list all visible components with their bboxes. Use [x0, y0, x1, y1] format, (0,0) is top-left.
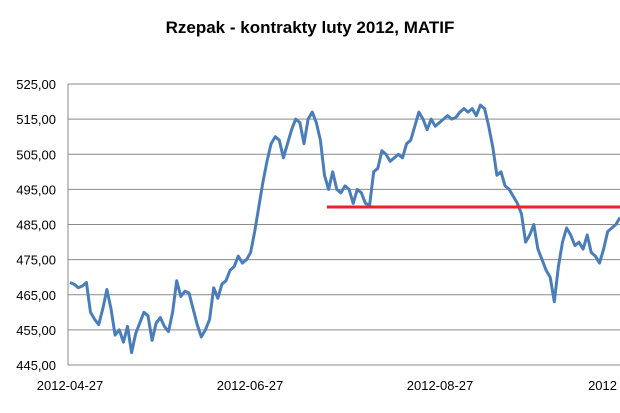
y-tick-label: 465,00	[16, 288, 56, 303]
y-tick-label: 455,00	[16, 323, 56, 338]
x-axis: 2012-04-27 2012-06-27 2012-08-27 2012	[37, 378, 617, 393]
x-tick-label: 2012-06-27	[217, 378, 284, 393]
y-axis: 525,00 515,00 505,00 495,00 485,00 475,00 465,…	[16, 77, 56, 373]
y-tick-label: 495,00	[16, 182, 56, 197]
y-tick-label: 475,00	[16, 253, 56, 268]
chart-title: Rzepak - kontrakty luty 2012, MATIF	[165, 18, 455, 37]
series-layer	[69, 103, 620, 355]
x-tick-label: 2012-08-27	[407, 378, 474, 393]
x-tick-label: 2012-04-27	[37, 378, 104, 393]
y-tick-label: 515,00	[16, 112, 56, 127]
y-tick-label: 525,00	[16, 77, 56, 92]
series-line	[69, 103, 620, 355]
y-tick-label: 485,00	[16, 218, 56, 233]
gridlines	[67, 83, 620, 366]
y-tick-label: 505,00	[16, 147, 56, 162]
x-tick-label: 2012	[588, 378, 617, 393]
y-tick-label: 445,00	[16, 358, 56, 373]
